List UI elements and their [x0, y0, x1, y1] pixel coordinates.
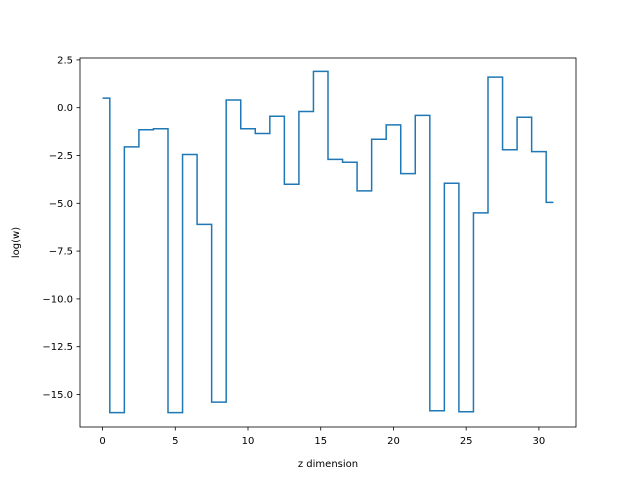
y-tick-label: −12.5 [42, 342, 73, 353]
series-line [102, 70, 554, 414]
y-tick-label: −7.5 [49, 247, 73, 258]
y-tick-label: 0.0 [57, 103, 73, 114]
x-tick-label: 10 [242, 436, 255, 447]
y-tick-label: 2.5 [57, 55, 73, 66]
x-tick-label: 20 [387, 436, 400, 447]
y-axis-label: log(w) [11, 227, 22, 258]
x-tick-label: 30 [533, 436, 546, 447]
plot-area [102, 70, 554, 414]
y-axis-ticks: 2.5 0.0 −2.5 −5.0 −7.5 −10.0 −12.5 −15.0 [42, 55, 80, 401]
x-tick-label: 15 [314, 436, 327, 447]
axes-frame [79, 57, 577, 428]
x-axis-ticks: 0 5 10 15 20 25 30 [99, 427, 545, 447]
x-axis-label: z dimension [298, 459, 358, 470]
x-tick-label: 25 [460, 436, 473, 447]
y-tick-label: −15.0 [42, 390, 73, 401]
y-tick-label: −5.0 [49, 199, 73, 210]
x-tick-label: 5 [172, 436, 178, 447]
x-tick-label: 0 [99, 436, 105, 447]
y-tick-label: −2.5 [49, 151, 73, 162]
y-tick-label: −10.0 [42, 294, 73, 305]
